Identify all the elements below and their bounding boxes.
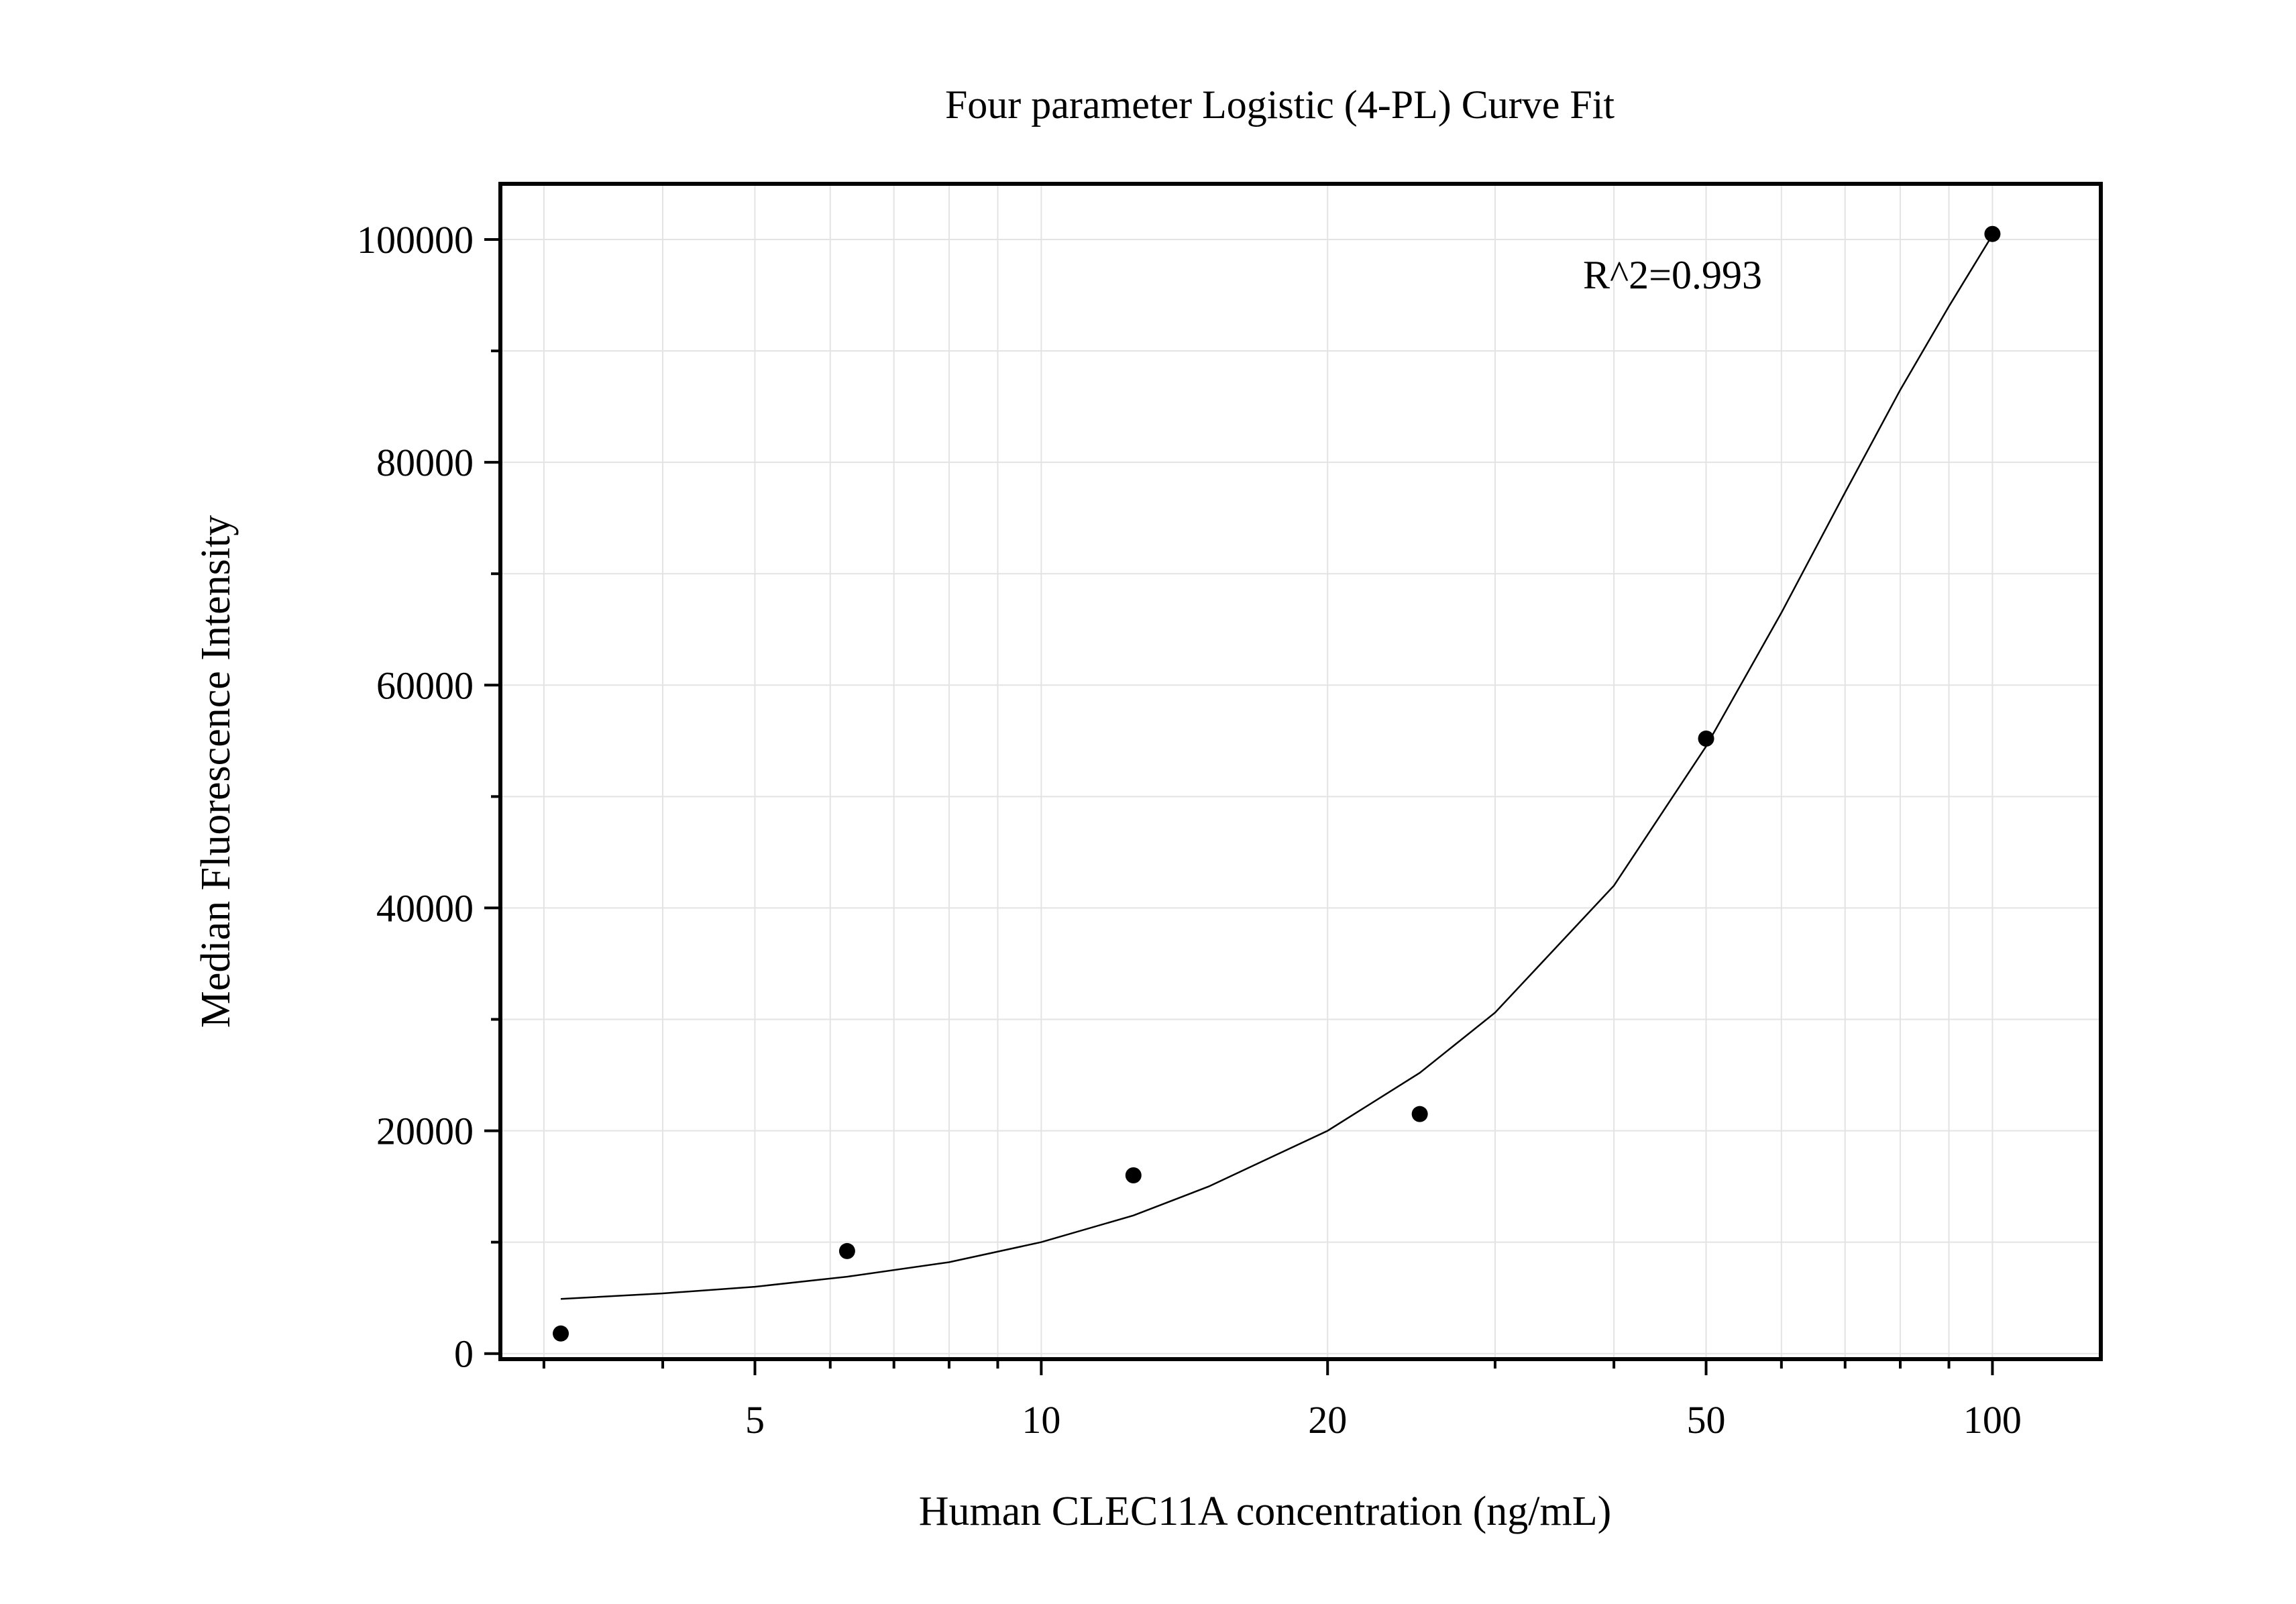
r-squared-annotation: R^2=0.993 bbox=[1583, 253, 1762, 297]
chart-title: Four parameter Logistic (4-PL) Curve Fit bbox=[945, 83, 1615, 127]
y-tick-label: 40000 bbox=[376, 886, 474, 930]
data-point bbox=[1411, 1106, 1428, 1122]
axis-ticks bbox=[484, 238, 1994, 1375]
x-tick-labels: 5 10 20 50 100 bbox=[745, 1398, 2022, 1442]
y-axis-label: Median Fluorescence Intensity bbox=[193, 515, 239, 1028]
y-tick-label: 60000 bbox=[376, 663, 474, 707]
plot-frame bbox=[498, 182, 2103, 1361]
y-tick-label: 0 bbox=[454, 1332, 474, 1376]
data-point bbox=[1698, 731, 1714, 747]
data-point bbox=[553, 1325, 569, 1342]
x-tick-label: 10 bbox=[1022, 1398, 1060, 1442]
data-point bbox=[1125, 1167, 1142, 1183]
y-tick-label: 80000 bbox=[376, 441, 474, 484]
x-axis-label: Human CLEC11A concentration (ng/mL) bbox=[919, 1489, 1612, 1534]
grid bbox=[500, 184, 2101, 1359]
x-tick-label: 5 bbox=[745, 1398, 765, 1442]
fit-curve bbox=[560, 234, 1993, 1300]
y-tick-label: 100000 bbox=[357, 218, 474, 262]
x-tick-label: 20 bbox=[1308, 1398, 1347, 1442]
y-tick-label: 20000 bbox=[376, 1110, 474, 1153]
x-tick-label: 50 bbox=[1687, 1398, 1726, 1442]
data-points bbox=[553, 225, 2001, 1342]
data-point bbox=[838, 1242, 855, 1259]
data-point bbox=[1984, 225, 2001, 242]
x-tick-label: 100 bbox=[1963, 1398, 2022, 1442]
y-tick-labels: 0 20000 40000 60000 80000 100000 bbox=[357, 218, 474, 1376]
plot-area bbox=[553, 225, 2001, 1342]
